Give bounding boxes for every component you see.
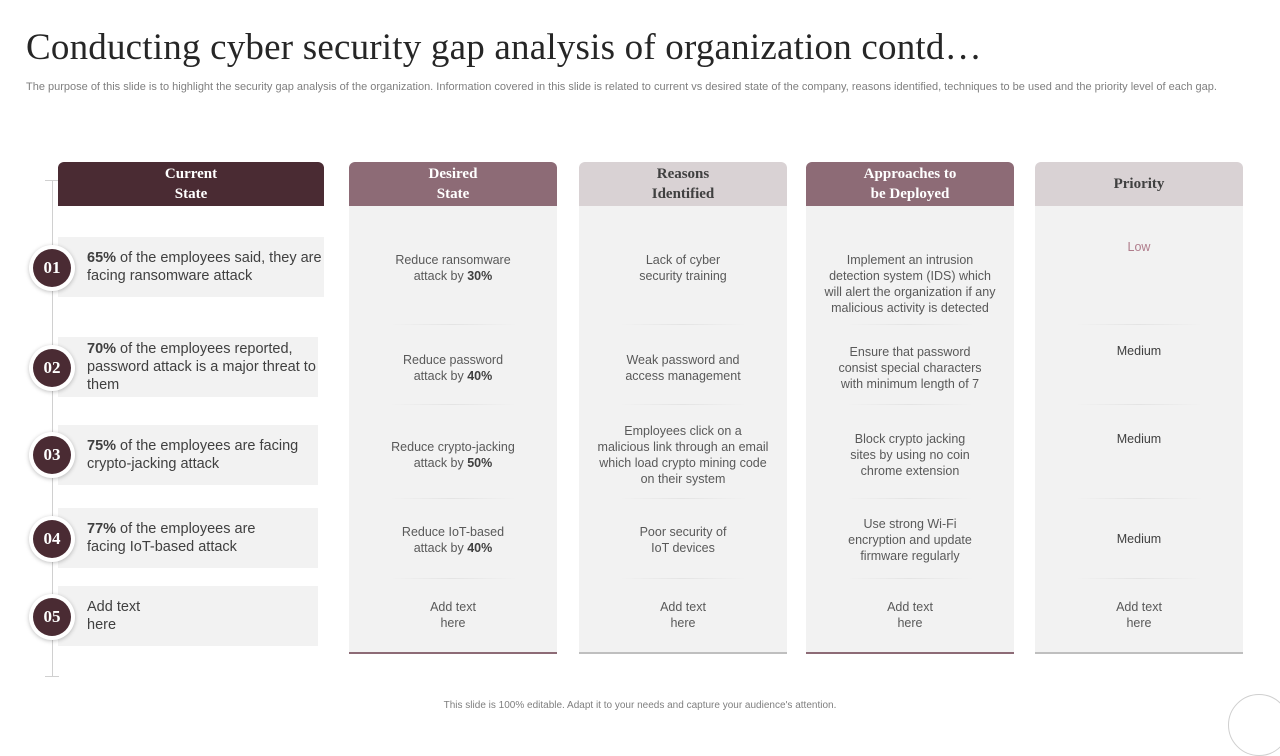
header-reasons-identified: Reasons Identified bbox=[579, 162, 787, 206]
desired-cell-4: Reduce IoT-based attack by 40% bbox=[401, 525, 505, 555]
header-priority: Priority bbox=[1035, 162, 1243, 206]
row-separator bbox=[1075, 578, 1203, 579]
priority-cell-4: Medium bbox=[1116, 532, 1162, 546]
current-text: of the employees reported, password atta… bbox=[87, 341, 316, 393]
priority-cell-5: Add text here bbox=[1116, 600, 1162, 630]
desired-cell-1: Reduce ransomware attack by 30% bbox=[395, 253, 511, 283]
current-state-row-5: Add text here bbox=[58, 586, 318, 646]
timeline-tick-bottom bbox=[45, 676, 59, 677]
desired-cell-5: Add text here bbox=[430, 600, 476, 630]
current-percent: 77% bbox=[87, 521, 117, 537]
header-approaches: Approaches to be Deployed bbox=[806, 162, 1014, 206]
reason-cell-2: Weak password and access management bbox=[625, 353, 741, 383]
reasons-column: Lack of cyber security training Weak pas… bbox=[579, 206, 787, 654]
row-separator bbox=[619, 498, 747, 499]
reason-cell-5: Add text here bbox=[660, 600, 706, 630]
current-percent: 70% bbox=[87, 341, 117, 357]
approach-cell-1: Implement an intrusion detection system … bbox=[824, 253, 996, 315]
priority-cell-3: Medium bbox=[1116, 432, 1162, 446]
desired-state-column: Reduce ransomware attack by 30% Reduce p… bbox=[349, 206, 557, 654]
slide-footer: This slide is 100% editable. Adapt it to… bbox=[443, 700, 837, 711]
row-separator bbox=[619, 404, 747, 405]
current-text: of the employees said, they are facing r… bbox=[87, 250, 322, 284]
approaches-column: Implement an intrusion detection system … bbox=[806, 206, 1014, 654]
row-separator bbox=[1075, 498, 1203, 499]
approach-cell-4: Use strong Wi-Fi encryption and update f… bbox=[848, 517, 972, 563]
reason-cell-1: Lack of cyber security training bbox=[639, 253, 727, 283]
row-separator bbox=[1075, 404, 1203, 405]
timeline-tick-top bbox=[45, 180, 59, 181]
priority-cell-2: Medium bbox=[1116, 344, 1162, 358]
row-number-badge: 03 bbox=[29, 432, 75, 478]
current-text: of the employees are facing crypto-jacki… bbox=[87, 438, 299, 472]
desired-cell-3: Reduce crypto-jacking attack by 50% bbox=[391, 440, 515, 470]
current-state-row-2: 70% of the employees reported, password … bbox=[58, 337, 318, 397]
row-separator bbox=[619, 578, 747, 579]
current-text: Add text here bbox=[87, 599, 141, 633]
desired-cell-2: Reduce password attack by 40% bbox=[402, 353, 504, 383]
row-separator bbox=[1075, 324, 1203, 325]
row-separator bbox=[389, 404, 517, 405]
reason-cell-4: Poor security of IoT devices bbox=[639, 525, 727, 555]
row-number-badge: 01 bbox=[29, 245, 75, 291]
slide-title: Conducting cyber security gap analysis o… bbox=[26, 27, 982, 68]
row-separator bbox=[389, 578, 517, 579]
row-separator bbox=[846, 404, 974, 405]
approach-cell-5: Add text here bbox=[887, 600, 933, 630]
current-percent: 65% bbox=[87, 250, 117, 266]
slide-subtitle: The purpose of this slide is to highligh… bbox=[26, 81, 1217, 93]
row-separator bbox=[619, 324, 747, 325]
priority-cell-1: Low bbox=[1127, 240, 1151, 254]
current-text: of the employees are facing IoT-based at… bbox=[87, 521, 256, 555]
priority-column: Low Medium Medium Medium Add text here bbox=[1035, 206, 1243, 654]
current-state-row-3: 75% of the employees are facing crypto-j… bbox=[58, 425, 318, 485]
row-number-badge: 02 bbox=[29, 345, 75, 391]
header-current-state: Current State bbox=[58, 162, 324, 206]
row-separator bbox=[846, 578, 974, 579]
row-separator bbox=[389, 498, 517, 499]
reason-cell-3: Employees click on a malicious link thro… bbox=[597, 424, 769, 486]
row-separator bbox=[846, 498, 974, 499]
header-desired-state: Desired State bbox=[349, 162, 557, 206]
row-number-badge: 04 bbox=[29, 516, 75, 562]
row-separator bbox=[846, 324, 974, 325]
row-separator bbox=[389, 324, 517, 325]
current-percent: 75% bbox=[87, 438, 117, 454]
current-state-row-1: 65% of the employees said, they are faci… bbox=[58, 237, 324, 297]
approach-cell-3: Block crypto jacking sites by using no c… bbox=[850, 432, 970, 478]
approach-cell-2: Ensure that password consist special cha… bbox=[838, 345, 982, 391]
timeline-line bbox=[52, 180, 53, 676]
corner-decoration bbox=[1228, 694, 1280, 756]
current-state-row-4: 77% of the employees are facing IoT-base… bbox=[58, 508, 318, 568]
row-number-badge: 05 bbox=[29, 594, 75, 640]
